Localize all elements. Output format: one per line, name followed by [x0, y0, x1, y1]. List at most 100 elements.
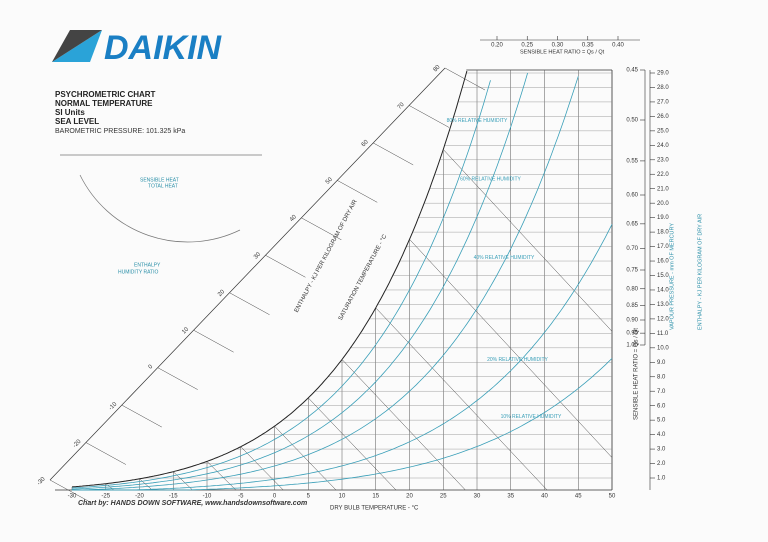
rh-curve — [72, 224, 613, 491]
enthalpy-tick-label: 20 — [217, 289, 226, 298]
y-tick-label: 18.0 — [657, 230, 669, 236]
y-tick-label: 21.0 — [657, 186, 669, 192]
enthalpy-tick-label: -30 — [36, 476, 47, 487]
x-axis-label: DRY BULB TEMPERATURE - °C — [330, 506, 419, 512]
rh-label: 80% RELATIVE HUMIDITY — [447, 118, 508, 124]
x-tick-label: -25 — [101, 494, 110, 500]
shr-tick-label: 0.70 — [626, 246, 638, 252]
enthalpy-tick — [337, 180, 378, 203]
y-tick-label: 25.0 — [657, 128, 669, 134]
y-tick-label: 13.0 — [657, 302, 669, 308]
y-tick-label: 16.0 — [657, 259, 669, 265]
enthalpy-tick — [373, 142, 414, 166]
title-line: NORMAL TEMPERATURE — [55, 99, 153, 108]
y-tick-label: 23.0 — [657, 157, 669, 163]
shr-tick-label: 0.80 — [626, 286, 638, 292]
shr-tick-label: 0.75 — [626, 268, 638, 274]
rh-curve — [71, 80, 491, 489]
enthalpy-tick — [408, 105, 450, 128]
enthalpy-tick — [49, 479, 91, 503]
x-tick-label: -30 — [68, 494, 77, 500]
enthalpy-tick-label: -20 — [72, 438, 83, 449]
x-tick-label: -5 — [238, 494, 244, 500]
x-tick-label: 45 — [575, 494, 582, 500]
enthalpy-tick-label: 30 — [253, 251, 262, 260]
rh-label: 10% RELATIVE HUMIDITY — [501, 414, 562, 420]
y-tick-label: 17.0 — [657, 244, 669, 250]
shr-top-tick-label: 0.35 — [582, 43, 594, 49]
protractor-label: TOTAL HEAT — [148, 183, 178, 189]
enthalpy-scale — [49, 67, 446, 481]
enthalpy-tick-label: 70 — [397, 101, 406, 110]
x-tick-label: 0 — [273, 494, 277, 500]
y-tick-label: 24.0 — [657, 143, 669, 149]
y-axis-label: VAPOUR PRESSURE - mm OF MERCURY — [669, 223, 675, 330]
shr-tick-label: 1.00 — [626, 343, 638, 349]
x-tick-label: 35 — [507, 494, 514, 500]
y-tick-label: 1.0 — [657, 476, 666, 482]
shr-tick-label: 0.60 — [626, 193, 638, 199]
x-tick-label: 50 — [609, 494, 616, 500]
enthalpy-tick — [85, 442, 127, 465]
y-tick-label: 10.0 — [657, 345, 669, 351]
y-tick-label: 8.0 — [657, 374, 666, 380]
x-tick-label: 40 — [541, 494, 548, 500]
y-tick-label: 7.0 — [657, 389, 666, 395]
enthalpy-tick-label: 50 — [325, 176, 334, 185]
x-tick-label: 15 — [372, 494, 379, 500]
rh-curve — [71, 72, 528, 490]
shr-tick-label: 0.85 — [626, 303, 638, 309]
enthalpy-tick — [229, 292, 270, 315]
wet-bulb-line — [443, 149, 613, 332]
protractor-label: SENSIBLE HEAT — [140, 177, 179, 183]
rh-label: 20% RELATIVE HUMIDITY — [487, 357, 548, 363]
wet-bulb-line — [409, 239, 613, 458]
brand: DAIKIN — [104, 29, 223, 67]
wet-bulb-line — [341, 359, 466, 491]
wet-bulb-line — [139, 478, 153, 491]
rh-curve — [72, 76, 579, 491]
shr-tick-label: 0.45 — [626, 68, 638, 74]
rh-curve — [72, 358, 613, 491]
rh-label: 40% RELATIVE HUMIDITY — [474, 255, 535, 261]
y-tick-label: 14.0 — [657, 288, 669, 294]
title-line: SEA LEVEL — [55, 117, 99, 126]
shr-tick-label: 0.50 — [626, 118, 638, 124]
shr-label: SENSIBLE HEAT RATIO = Qs / Qt — [634, 328, 640, 420]
y-tick-label: 6.0 — [657, 403, 666, 409]
wet-bulb-line — [308, 397, 397, 491]
wet-bulb-line — [375, 307, 548, 491]
y-tick-label: 28.0 — [657, 85, 669, 91]
rh-label: 60% RELATIVE HUMIDITY — [460, 177, 521, 183]
enthalpy-tick — [301, 217, 342, 241]
title-line: SI Units — [55, 108, 85, 117]
y-tick-label: 27.0 — [657, 100, 669, 106]
y-tick-label: 2.0 — [657, 461, 666, 467]
shr-top-tick-label: 0.25 — [521, 43, 533, 49]
x-tick-label: 10 — [339, 494, 346, 500]
title-line: PSYCHROMETRIC CHART — [55, 90, 156, 99]
y-tick-label: 20.0 — [657, 201, 669, 207]
shr-tick-label: 0.55 — [626, 158, 638, 164]
y-tick-label: 22.0 — [657, 172, 669, 178]
shr-top-tick-label: 0.20 — [491, 43, 503, 49]
enthalpy-tick — [193, 329, 234, 353]
enthalpy-tick — [121, 404, 162, 428]
credit: Chart by: HANDS DOWN SOFTWARE, www.hands… — [78, 500, 307, 507]
y-tick-label: 3.0 — [657, 447, 666, 453]
shr-tick-label: 0.90 — [626, 318, 638, 324]
shr-tick-label: 0.65 — [626, 221, 638, 227]
protractor — [60, 154, 262, 243]
logo-mark-dark — [52, 30, 102, 62]
saturation-curve — [71, 70, 468, 488]
enthalpy-tick-label: 60 — [361, 139, 370, 148]
x-tick-label: 25 — [440, 494, 447, 500]
wet-bulb-line — [240, 446, 284, 491]
shr-top-tick-label: 0.40 — [612, 43, 624, 49]
y-tick-label: 26.0 — [657, 114, 669, 120]
x-tick-label: -10 — [203, 494, 212, 500]
shr-tick-label: 0.95 — [626, 331, 638, 337]
protractor-label: HUMIDITY RATIO — [118, 269, 158, 275]
y-tick-label: 19.0 — [657, 215, 669, 221]
